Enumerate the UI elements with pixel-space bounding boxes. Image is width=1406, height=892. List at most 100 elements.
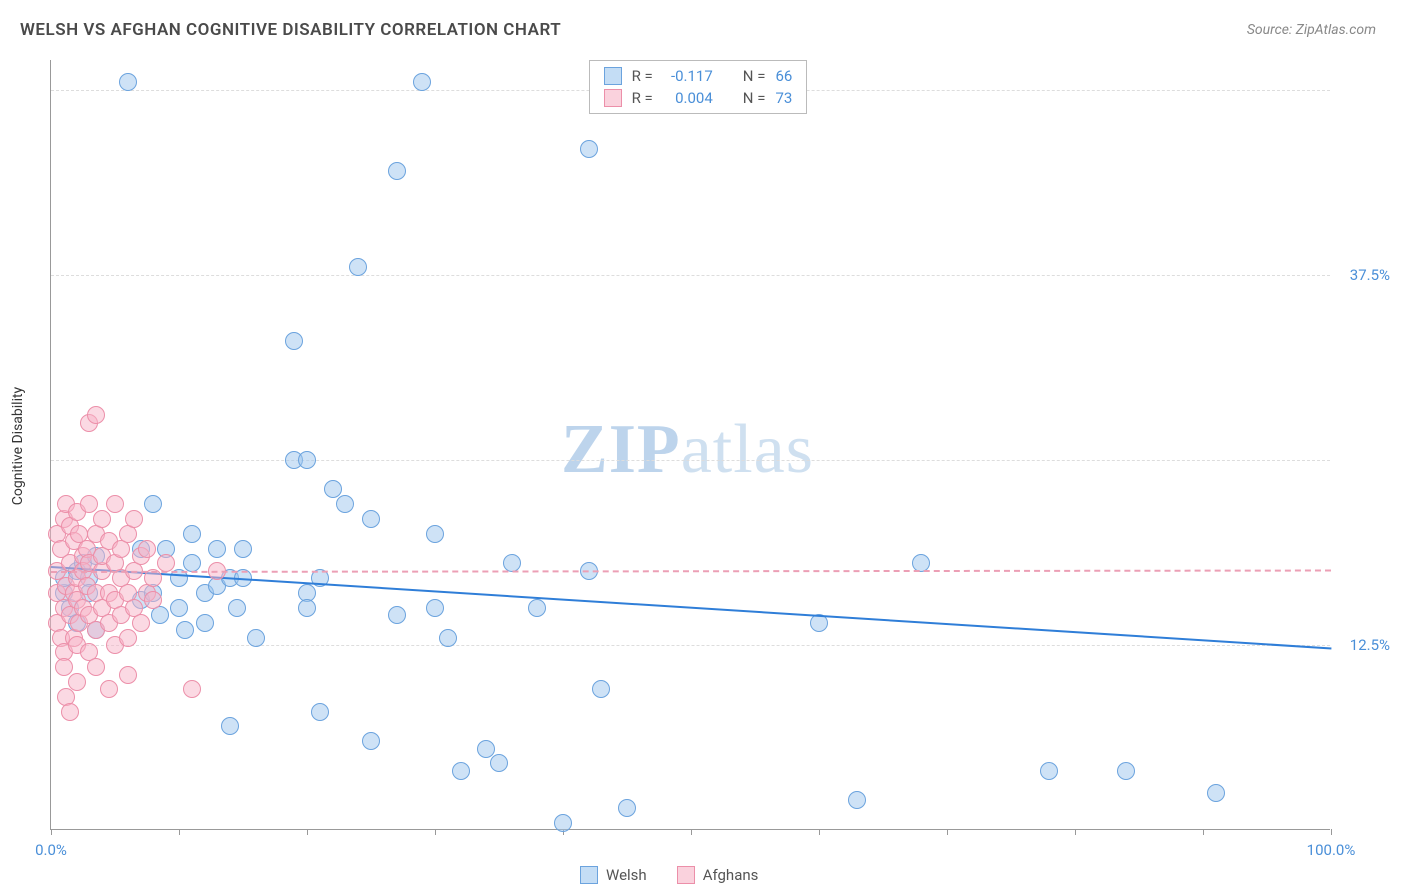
data-point: [247, 629, 265, 647]
data-point: [125, 510, 143, 528]
x-tick: [947, 829, 948, 835]
x-tick: [1075, 829, 1076, 835]
legend-stats-row: R = -0.117 N = 66: [590, 65, 807, 87]
legend-stats-box: R = -0.117 N = 66 R = 0.004 N = 73: [589, 60, 808, 114]
data-point: [426, 525, 444, 543]
stat-n-value: 73: [775, 89, 792, 107]
data-point: [228, 599, 246, 617]
data-point: [157, 554, 175, 572]
data-point: [132, 614, 150, 632]
legend-bottom: Welsh Afghans: [580, 866, 758, 884]
data-point: [100, 680, 118, 698]
data-point: [388, 162, 406, 180]
stat-n-label: N =: [743, 89, 766, 107]
data-point: [580, 140, 598, 158]
data-point: [477, 740, 495, 758]
data-point: [439, 629, 457, 647]
data-point: [349, 258, 367, 276]
watermark-bold: ZIP: [561, 411, 681, 488]
x-tick: [51, 829, 52, 835]
data-point: [285, 332, 303, 350]
data-point: [490, 754, 508, 772]
data-point: [324, 480, 342, 498]
data-point: [55, 658, 73, 676]
data-point: [618, 799, 636, 817]
legend-label: Welsh: [606, 866, 647, 884]
x-tick: [819, 829, 820, 835]
swatch-pink: [677, 866, 695, 884]
data-point: [592, 680, 610, 698]
data-point: [170, 599, 188, 617]
plot-area: ZIPatlas 12.5%37.5%0.0%100.0%R =-0.117N …: [50, 60, 1330, 830]
data-point: [528, 599, 546, 617]
data-point: [119, 73, 137, 91]
grid-line: [51, 460, 1330, 461]
data-point: [196, 614, 214, 632]
chart-title: WELSH VS AFGHAN COGNITIVE DISABILITY COR…: [20, 20, 561, 40]
x-tick: [435, 829, 436, 835]
data-point: [119, 666, 137, 684]
stat-r-label: R =: [632, 89, 653, 107]
data-point: [234, 540, 252, 558]
source-label: Source: ZipAtlas.com: [1247, 22, 1376, 38]
data-point: [298, 451, 316, 469]
data-point: [68, 673, 86, 691]
x-tick: [179, 829, 180, 835]
data-point: [848, 791, 866, 809]
data-point: [80, 495, 98, 513]
data-point: [144, 495, 162, 513]
data-point: [208, 540, 226, 558]
data-point: [1207, 784, 1225, 802]
data-point: [362, 510, 380, 528]
y-axis-label: Cognitive Disability: [10, 387, 26, 505]
legend-stats-row: R = 0.004 N = 73: [590, 87, 807, 109]
data-point: [93, 510, 111, 528]
watermark-rest: atlas: [681, 411, 814, 488]
y-tick-label: 12.5%: [1350, 636, 1390, 654]
stat-r-value: -0.117: [663, 67, 713, 85]
data-point: [1040, 762, 1058, 780]
data-point: [119, 629, 137, 647]
stat-n-label: N =: [743, 67, 766, 85]
swatch-pink: [604, 89, 622, 107]
x-tick: [1331, 829, 1332, 835]
data-point: [1117, 762, 1135, 780]
data-point: [311, 703, 329, 721]
legend-item-afghans: Afghans: [677, 866, 759, 884]
data-point: [183, 680, 201, 698]
trend-line: [51, 569, 1331, 572]
watermark: ZIPatlas: [561, 410, 814, 490]
data-point: [452, 762, 470, 780]
x-tick-label: 0.0%: [35, 841, 67, 859]
data-point: [87, 406, 105, 424]
data-point: [426, 599, 444, 617]
data-point: [298, 599, 316, 617]
data-point: [554, 814, 572, 832]
data-point: [183, 554, 201, 572]
x-tick: [691, 829, 692, 835]
grid-line: [51, 275, 1330, 276]
data-point: [221, 717, 239, 735]
legend-label: Afghans: [703, 866, 759, 884]
data-point: [388, 606, 406, 624]
stat-r-label: R =: [632, 67, 653, 85]
stat-n-value: 66: [775, 67, 792, 85]
data-point: [336, 495, 354, 513]
grid-line: [51, 645, 1330, 646]
swatch-blue: [580, 866, 598, 884]
x-tick-label: 100.0%: [1307, 841, 1356, 859]
y-tick-label: 37.5%: [1350, 266, 1390, 284]
swatch-blue: [604, 67, 622, 85]
stat-r-value: 0.004: [663, 89, 713, 107]
data-point: [413, 73, 431, 91]
data-point: [106, 495, 124, 513]
legend-item-welsh: Welsh: [580, 866, 647, 884]
data-point: [144, 591, 162, 609]
data-point: [61, 703, 79, 721]
x-tick: [307, 829, 308, 835]
data-point: [183, 525, 201, 543]
data-point: [362, 732, 380, 750]
data-point: [138, 540, 156, 558]
data-point: [176, 621, 194, 639]
chart-container: WELSH VS AFGHAN COGNITIVE DISABILITY COR…: [0, 0, 1406, 892]
